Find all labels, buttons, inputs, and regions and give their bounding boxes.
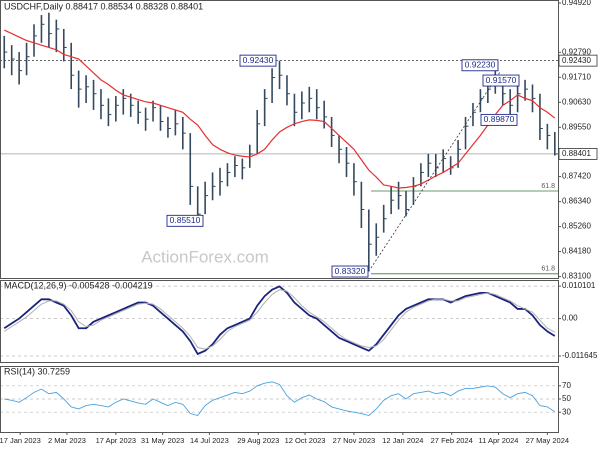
x-tick-label: 27 May 2024 <box>526 436 569 445</box>
annotation-box <box>461 59 499 72</box>
price-frame <box>0 0 559 279</box>
annotation-box <box>331 265 369 278</box>
annotation-box <box>482 74 520 87</box>
series-line <box>3 29 556 189</box>
annotation-box <box>480 113 518 126</box>
y-tick-label: 0.92790 <box>562 47 591 56</box>
y-tick-label: 0.00 <box>562 314 578 323</box>
x-tick-label: 2 Mar 2023 <box>48 436 86 445</box>
y-tick-label: 0.84180 <box>562 247 591 256</box>
x-tick-label: 31 May 2023 <box>141 436 184 445</box>
x-tick-label: 17 Apr 2023 <box>96 436 136 445</box>
watermark: ActionForex.com <box>141 247 269 266</box>
y-tick-label: 0.86340 <box>562 197 591 206</box>
price-tag-box <box>558 148 598 160</box>
series-line <box>4 381 556 417</box>
price-tag-label: 0.92430 <box>562 56 591 65</box>
series-line <box>3 289 556 350</box>
annotation-label: 0.89870 <box>484 114 515 124</box>
fib-level-label: 61.8 <box>541 266 555 273</box>
x-tick-label: 27 Nov 2023 <box>333 436 376 445</box>
y-tick-label: 0.83100 <box>562 272 591 281</box>
chart-title: USDCHF,Daily 0.88417 0.88534 0.88328 0.8… <box>4 1 203 11</box>
y-tick-label: -0.011645 <box>562 351 598 360</box>
y-tick-label: 0.91710 <box>562 72 591 81</box>
macd-title: MACD(12,26,9) -0.005428 -0.004219 <box>4 280 153 290</box>
x-tick-label: 11 Apr 2024 <box>479 436 519 445</box>
annotation-label: 0.92230 <box>465 60 496 70</box>
annotation-label: 0.91570 <box>486 75 517 85</box>
y-tick-label: 0.90630 <box>562 97 591 106</box>
annotation-label: 0.85510 <box>170 215 201 225</box>
rsi-title: RSI(14) 30.7259 <box>4 366 70 376</box>
fib-level-label: 61.8 <box>541 183 555 190</box>
trend-line <box>370 71 501 269</box>
macd-frame <box>0 280 559 363</box>
y-tick-label: 0.010101 <box>562 281 596 290</box>
y-tick-label: 0.89550 <box>562 122 591 131</box>
y-tick-label: 30 <box>562 407 571 416</box>
annotation-label: 0.83320 <box>335 266 366 276</box>
y-tick-label: 0.87420 <box>562 172 591 181</box>
annotation-box <box>166 214 204 227</box>
x-tick-label: 29 Aug 2023 <box>237 436 279 445</box>
x-tick-label: 12 Oct 2023 <box>285 436 326 445</box>
y-tick-label: 50 <box>562 394 571 403</box>
price-tag-label: 0.88401 <box>562 149 591 158</box>
price-tag-box <box>558 54 598 67</box>
y-tick-label: 0.94920 <box>562 0 591 7</box>
y-tick-label: 70 <box>562 381 571 390</box>
series-line <box>3 285 556 356</box>
x-tick-label: 17 Jan 2023 <box>0 436 41 445</box>
x-tick-label: 27 Feb 2024 <box>431 436 473 445</box>
annotation-label: 0.92430 <box>243 55 274 65</box>
y-tick-label: 0.85260 <box>562 222 591 231</box>
annotation-box <box>239 54 277 67</box>
x-tick-label: 14 Jul 2023 <box>190 436 229 445</box>
x-tick-label: 12 Jan 2024 <box>382 436 423 445</box>
